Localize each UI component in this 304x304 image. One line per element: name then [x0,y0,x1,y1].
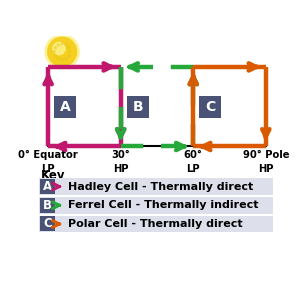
Circle shape [53,50,55,53]
Circle shape [61,43,63,45]
Text: Ferrel Cell - Thermally indirect: Ferrel Cell - Thermally indirect [68,200,258,210]
FancyBboxPatch shape [126,95,149,118]
Text: A: A [60,100,71,114]
FancyBboxPatch shape [40,198,55,213]
Text: Key: Key [41,169,66,182]
Text: B: B [132,100,143,114]
Text: C: C [43,217,52,230]
Text: Hadley Cell - Thermally direct: Hadley Cell - Thermally direct [68,181,253,192]
Circle shape [65,57,67,60]
Circle shape [54,47,57,49]
FancyBboxPatch shape [40,216,55,231]
Text: B: B [43,199,52,212]
Circle shape [61,58,63,61]
Text: 90° Pole: 90° Pole [243,150,289,160]
FancyBboxPatch shape [39,197,273,214]
FancyBboxPatch shape [39,178,273,195]
Text: LP: LP [186,164,200,174]
FancyBboxPatch shape [40,179,55,194]
Circle shape [48,37,77,66]
Text: 0° Equator: 0° Equator [18,150,78,160]
FancyBboxPatch shape [39,216,273,232]
FancyBboxPatch shape [199,95,221,118]
Text: HP: HP [113,164,128,174]
Text: 60°: 60° [184,150,203,160]
Circle shape [45,35,79,69]
FancyBboxPatch shape [54,95,76,118]
Text: Polar Cell - Thermally direct: Polar Cell - Thermally direct [68,219,242,229]
Text: C: C [205,100,215,114]
Circle shape [53,42,65,55]
Text: 30°: 30° [111,150,130,160]
Circle shape [68,47,70,49]
Circle shape [68,54,70,57]
Circle shape [69,50,71,53]
Circle shape [54,54,57,57]
Circle shape [65,43,67,46]
Circle shape [57,43,59,46]
Circle shape [57,57,59,60]
Text: A: A [43,180,52,193]
Text: LP: LP [41,164,55,174]
Text: HP: HP [258,164,274,174]
